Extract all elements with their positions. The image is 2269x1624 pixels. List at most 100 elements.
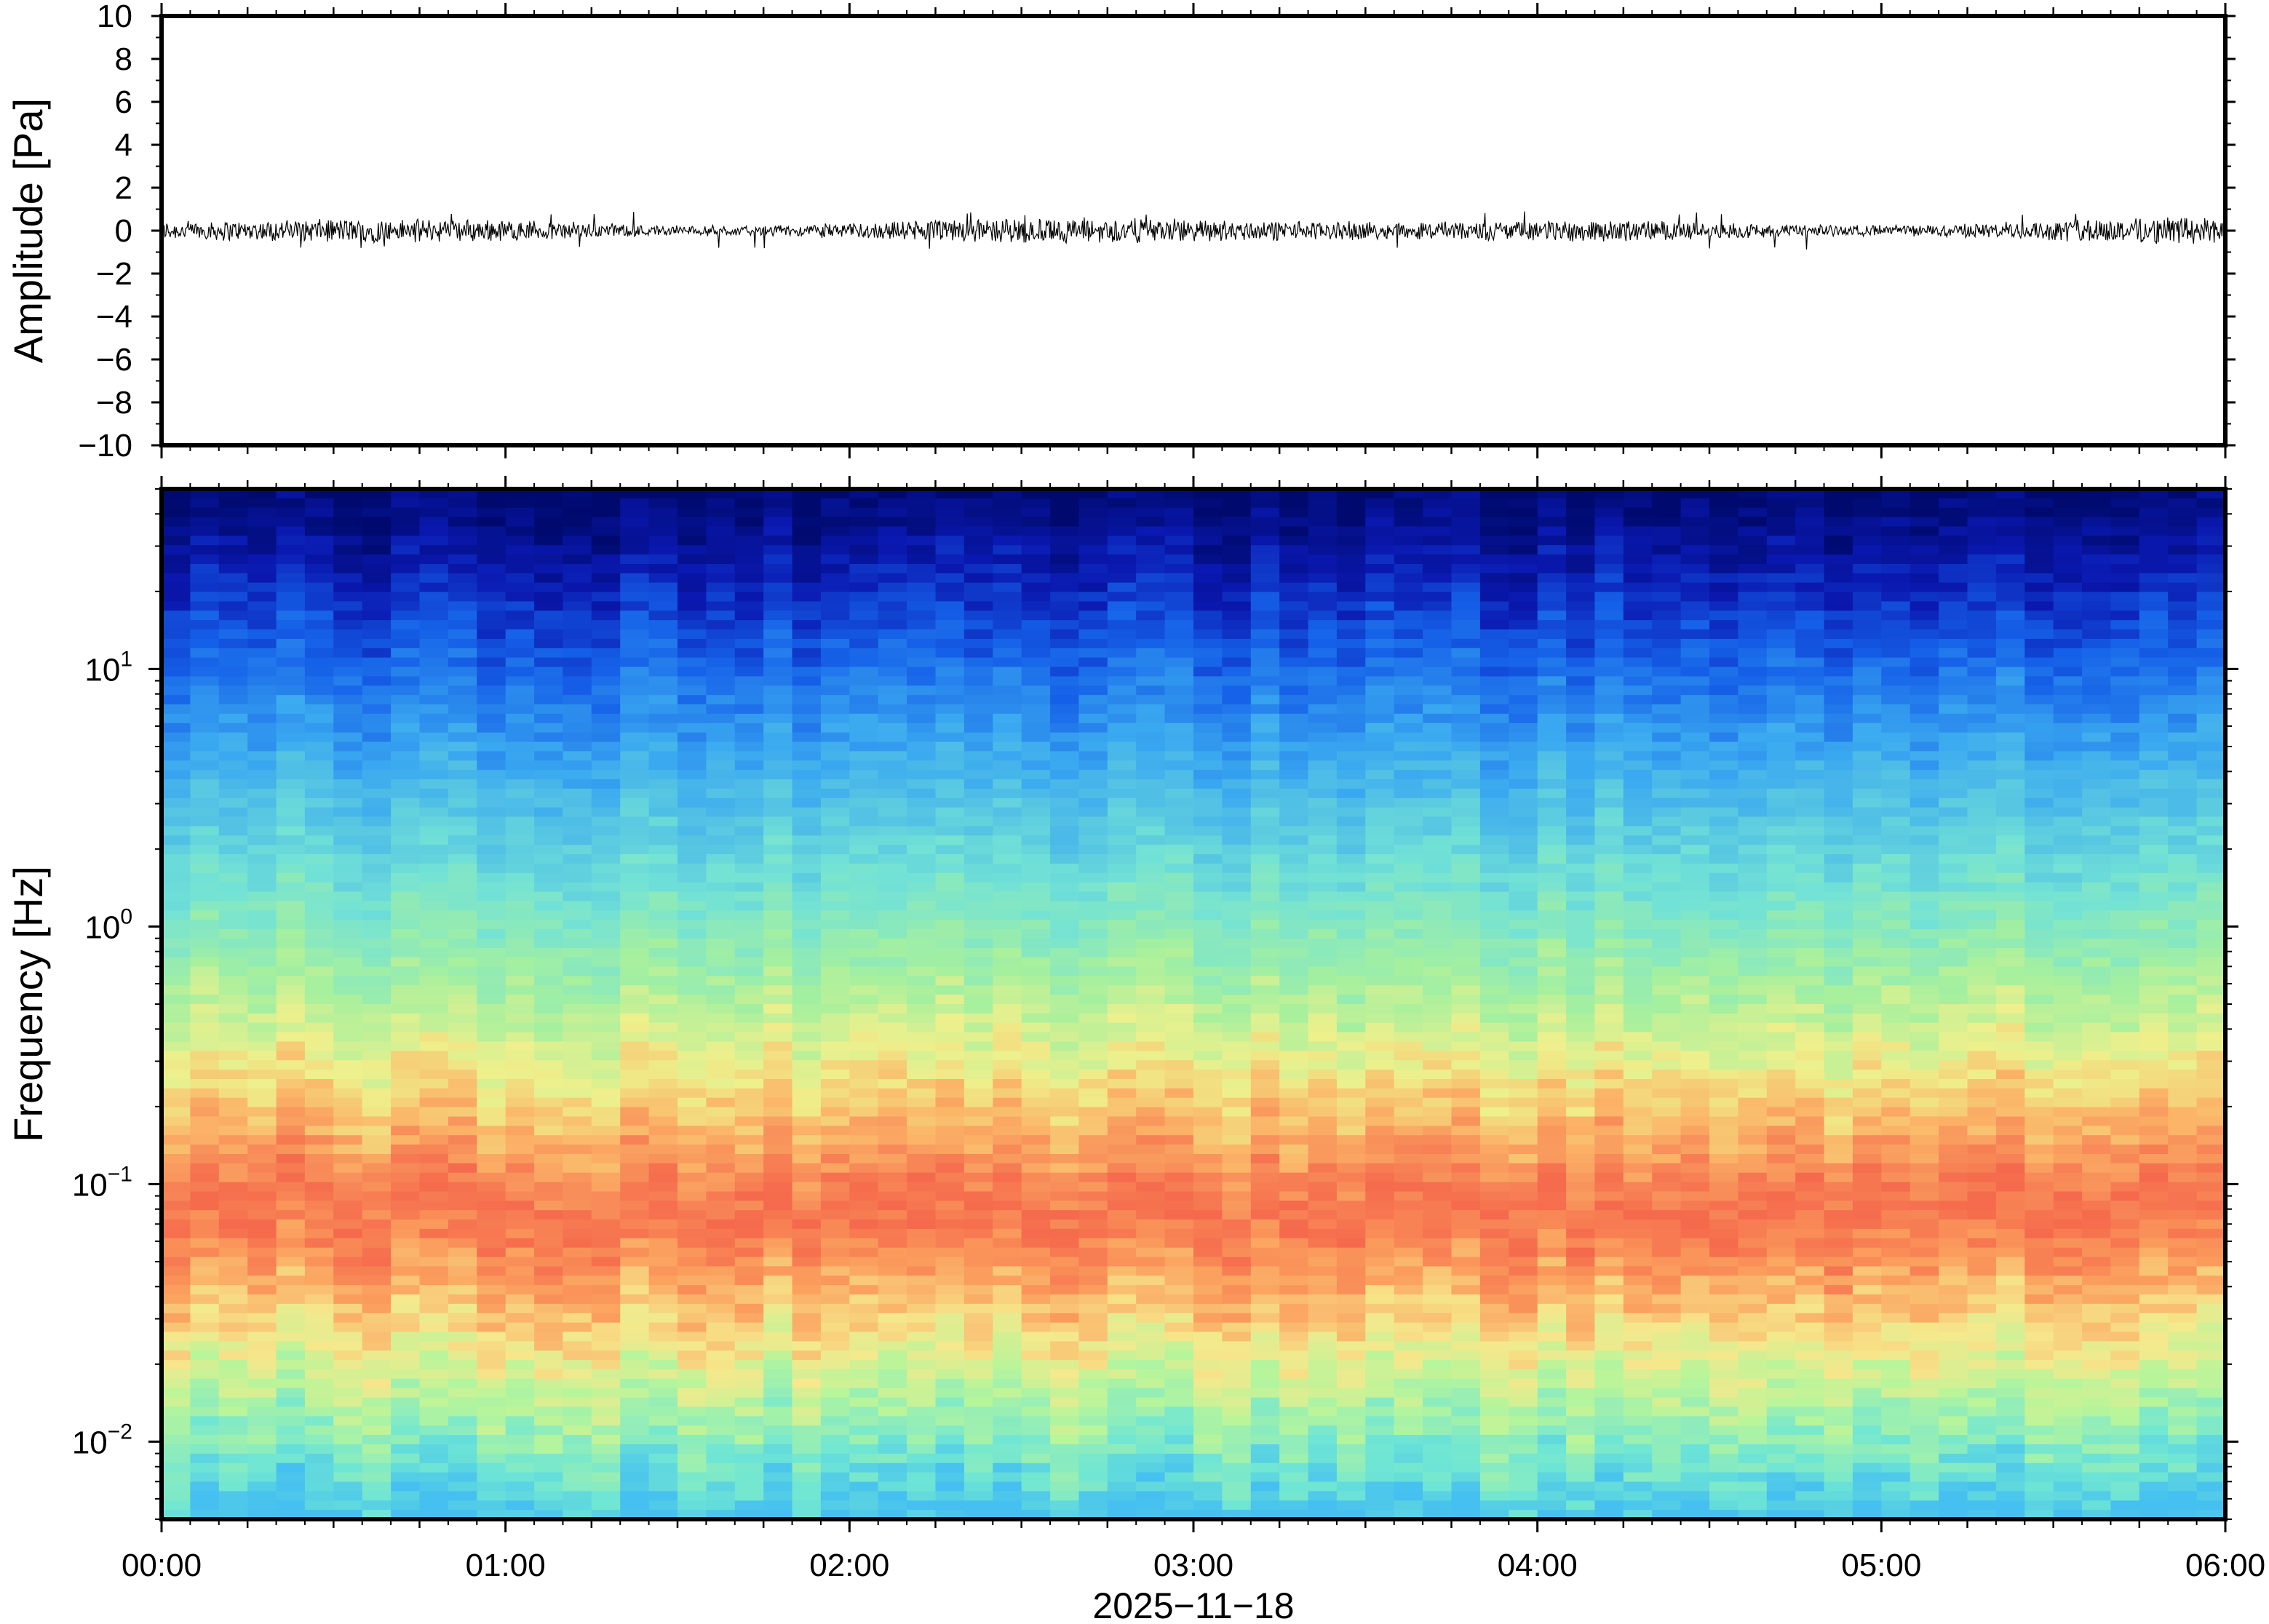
spectrogram-cell [849, 1238, 879, 1249]
spectrogram-cell [706, 947, 736, 958]
spectrogram-cell [993, 1126, 1022, 1137]
spectrogram-cell [247, 1004, 277, 1014]
spectrogram-cell [1193, 1266, 1223, 1277]
spectrogram-cell [162, 666, 191, 677]
spectrogram-cell [907, 1350, 937, 1361]
spectrogram-cell [591, 573, 621, 584]
spectrogram-cell [591, 1154, 621, 1164]
spectrogram-cell [218, 1032, 249, 1043]
spectrogram-cell [1164, 1228, 1194, 1239]
spectrogram-cell [1308, 1238, 1338, 1249]
spectrogram-cell [1107, 1303, 1137, 1314]
spectrogram-cell [849, 648, 879, 658]
spectrogram-cell [1279, 854, 1309, 864]
spectrogram-cell [190, 770, 220, 781]
spectrogram-cell [1365, 1435, 1395, 1445]
spectrogram-cell [419, 1257, 449, 1267]
spectrogram-cell [878, 751, 908, 762]
spectrogram-cell [993, 1510, 1022, 1519]
spectrogram-cell [993, 770, 1022, 781]
spectrogram-cell [190, 929, 220, 939]
spectrogram-cell [505, 929, 536, 939]
spectrogram-cell [763, 713, 793, 724]
spectrogram-cell [505, 760, 536, 771]
spectrogram-cell [677, 882, 707, 893]
spectrogram-cell [162, 863, 191, 874]
spectrogram-cell [935, 770, 965, 781]
spectrogram-cell [620, 1444, 650, 1454]
spectrogram-cell [1250, 1406, 1281, 1417]
spectrogram-cell [849, 1397, 879, 1408]
spectrogram-cell [391, 882, 421, 893]
spectrogram-cell [505, 863, 536, 874]
spectrogram-cell [963, 536, 994, 546]
spectrogram-cell [1021, 788, 1052, 799]
spectrogram-cell [1308, 938, 1338, 949]
spectrogram-cell [419, 1163, 449, 1174]
spectrogram-cell [907, 1088, 937, 1099]
spectrogram-cell [734, 1462, 765, 1473]
spectrogram-cell [935, 517, 965, 528]
spectrogram-cell [276, 910, 306, 921]
spectrogram-cell [534, 1182, 564, 1193]
spectrogram-cell [448, 845, 478, 856]
spectrogram-cell [304, 639, 335, 649]
spectrogram-cell [162, 854, 191, 864]
spectrogram-cell [1050, 507, 1080, 518]
spectrogram-cell [849, 826, 879, 837]
spectrogram-cell [878, 1201, 908, 1211]
spectrogram-cell [878, 489, 908, 499]
spectrogram-cell [1164, 1435, 1194, 1445]
spectrogram-cell [792, 872, 822, 883]
spectrogram-cell [935, 1285, 965, 1296]
spectrogram-cell [763, 1201, 793, 1211]
spectrogram-cell [1078, 517, 1108, 528]
spectrogram-cell [534, 1041, 564, 1052]
spectrogram-cell [1050, 976, 1080, 987]
spectrogram-cell [1164, 1341, 1194, 1352]
spectrogram-cell [792, 1135, 822, 1146]
spectrogram-cell [792, 1341, 822, 1352]
spectrogram-cell [792, 1182, 822, 1193]
spectrogram-cell [1136, 1088, 1166, 1099]
spectrogram-cell [963, 1088, 994, 1099]
spectrogram-cell [477, 938, 506, 949]
spectrogram-cell [591, 1313, 621, 1324]
spectrogram-cell [1136, 788, 1166, 799]
spectrogram-cell [1193, 1022, 1223, 1033]
spectrogram-cell [247, 713, 277, 724]
spectrogram-cell [706, 685, 736, 696]
spectrogram-cell [391, 1360, 421, 1371]
spectrogram-cell [1279, 1163, 1309, 1174]
spectrogram-cell [706, 1210, 736, 1221]
spectrogram-cell [1394, 536, 1424, 546]
spectrogram-cell [1250, 797, 1281, 808]
spectrogram-cell [1222, 1285, 1252, 1296]
spectrogram-cell [1394, 601, 1424, 612]
spectrogram-cell [563, 1032, 592, 1043]
spectrogram-cell [1279, 517, 1309, 528]
spectrogram-cell [849, 536, 879, 546]
spectrogram-cell [792, 498, 822, 509]
spectrogram-cell [362, 929, 392, 939]
spectrogram-cell [792, 910, 822, 921]
spectrogram-cell [218, 1172, 249, 1183]
spectrogram-cell [591, 704, 621, 715]
spectrogram-cell [620, 938, 650, 949]
spectrogram-cell [1136, 676, 1166, 687]
spectrogram-cell [218, 1041, 249, 1052]
spectrogram-cell [362, 1491, 392, 1502]
spectrogram-cell [878, 1472, 908, 1483]
spectrogram-cell [820, 807, 851, 818]
spectrogram-cell [648, 1332, 678, 1342]
spectrogram-cell [333, 1500, 363, 1511]
spectrogram-cell [907, 648, 937, 658]
spectrogram-cell [792, 517, 822, 528]
spectrogram-cell [1250, 1500, 1281, 1511]
spectrogram-cell [763, 788, 793, 799]
spectrogram-cell [849, 1201, 879, 1211]
spectrogram-cell [1021, 760, 1052, 771]
spectrogram-cell [907, 929, 937, 939]
spectrogram-cell [1336, 797, 1367, 808]
spectrogram-cell [792, 1070, 822, 1080]
